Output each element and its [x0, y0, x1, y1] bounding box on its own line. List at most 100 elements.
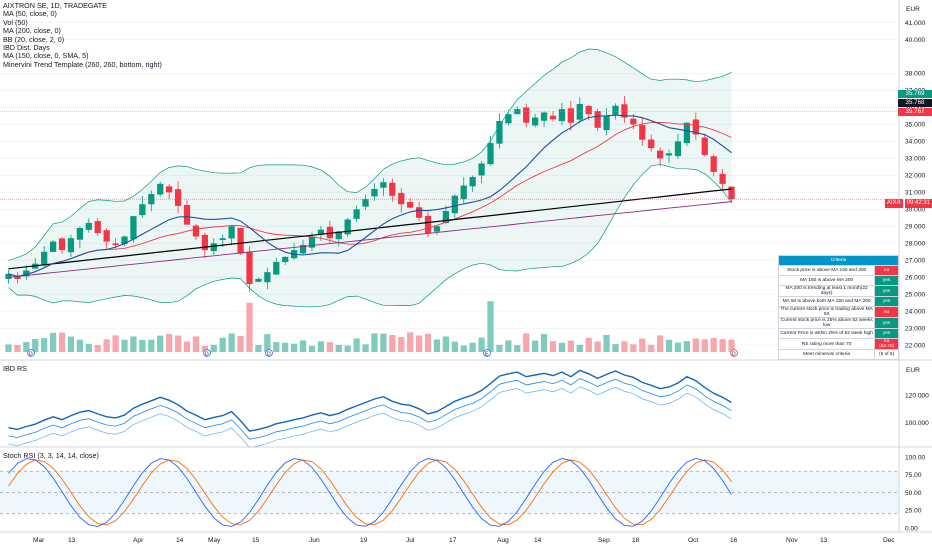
- volume-bar: [41, 338, 48, 352]
- candle-body: [603, 115, 610, 131]
- stoch-rsi-pane: [0, 458, 899, 527]
- candle-body: [308, 236, 316, 248]
- volume-bar: [130, 336, 137, 352]
- criteria-row: Current stock price is 25% above 52 week…: [777, 317, 899, 329]
- volume-bar: [433, 339, 441, 352]
- criteria-status: (5 of 8): [874, 349, 899, 360]
- volume-bar: [317, 341, 325, 352]
- grid: [0, 21, 899, 346]
- candle-body: [549, 115, 557, 120]
- volume-bar: [121, 339, 128, 352]
- volume-bar: [246, 302, 253, 352]
- volume-bar: [407, 332, 414, 352]
- currency-label: EUR: [906, 6, 920, 13]
- legend-line[interactable]: Minervini Trend Template (260, 260, bott…: [3, 59, 162, 69]
- legend-line[interactable]: MA (150, close, 0, SMA, 5): [3, 51, 89, 61]
- criteria-row: The current stock price is trading above…: [777, 306, 899, 318]
- event-marker-label: D: [267, 351, 271, 357]
- legend-line[interactable]: MA (50, close, 0): [3, 9, 57, 19]
- bollinger-lower-line: [8, 163, 732, 308]
- volume-bar: [58, 332, 66, 352]
- candle-body: [621, 104, 628, 118]
- time-axis[interactable]: Mar 13 Apr 14 May 15 Jun 19 Jul 17 Aug 14 Sep 18 Oct 16…: [33, 537, 895, 544]
- candle-body: [415, 207, 423, 218]
- volume-bar: [442, 336, 450, 352]
- volume-bar: [460, 345, 467, 352]
- time-tick-label: Dec: [883, 537, 895, 544]
- event-marker: [730, 349, 738, 357]
- candle-body: [299, 244, 307, 254]
- candle-body: [433, 226, 441, 232]
- time-tick-label: Sep: [598, 537, 610, 544]
- legend-line[interactable]: Vol (50): [3, 17, 28, 27]
- criteria-status: no: [874, 265, 899, 276]
- candle-body: [85, 222, 92, 230]
- candle-body: [112, 243, 119, 245]
- event-marker: [27, 349, 35, 357]
- volume-bar: [308, 345, 316, 352]
- legend-line[interactable]: IBD Dist. Days: [3, 43, 50, 53]
- candle-body: [487, 143, 494, 165]
- volume-bar: [49, 332, 57, 352]
- rs-tick-label: 100.000: [905, 420, 929, 427]
- stoch-tick-label: 50.00: [905, 490, 922, 497]
- last-price-badge: AIXA 09:42:31: [884, 199, 932, 208]
- candle-body: [496, 121, 503, 144]
- volume-bar: [398, 337, 405, 352]
- volume-bar: [621, 341, 628, 352]
- volume-bar: [201, 345, 208, 352]
- candle-body: [540, 112, 548, 121]
- criteria-row: Meet minervini criteria (5 of 8): [777, 349, 899, 360]
- volume-bar: [183, 341, 191, 352]
- price-axis[interactable]: 41.00040.00038.00037.00036.00035.00034.0…: [905, 20, 926, 350]
- volume-bar: [14, 344, 21, 352]
- volume-bar: [585, 337, 592, 352]
- volume-bar: [701, 339, 708, 352]
- volume-bar: [228, 333, 235, 352]
- time-tick-label: Aug: [497, 537, 509, 544]
- volume-bar: [380, 333, 387, 352]
- volume-bar: [719, 339, 726, 352]
- candle-body: [264, 272, 271, 283]
- candle-body: [710, 156, 717, 172]
- volume-bar: [451, 341, 458, 352]
- event-marker-label: D: [29, 351, 33, 357]
- candle-body: [505, 114, 512, 124]
- stoch-rsi-axis[interactable]: 100.00 75.00 50.00 25.00 0.00: [905, 454, 926, 532]
- volume-bar: [576, 344, 583, 352]
- event-marker-label: D: [205, 351, 209, 357]
- candle-body: [148, 194, 155, 205]
- stoch-rsi-title[interactable]: Stoch RSI (3, 3, 14, 14, close): [3, 451, 99, 460]
- price-tick-label: 41.000: [905, 20, 926, 27]
- candle-body: [58, 238, 66, 251]
- candle-body: [407, 201, 414, 208]
- candle-body: [630, 118, 637, 125]
- candle-body: [576, 104, 583, 120]
- symbol-title[interactable]: AIXTRON SE, 1D, TRADEGATE: [3, 1, 107, 10]
- price-tick-label: 40.000: [905, 37, 926, 44]
- volume-bar: [630, 344, 637, 352]
- time-tick-label: 17: [449, 537, 457, 544]
- volume-bar: [648, 344, 655, 352]
- volume-bar: [166, 333, 173, 352]
- volume-bar: [371, 333, 378, 352]
- volume-bar: [174, 335, 182, 352]
- volume-bar: [710, 338, 717, 352]
- candle-body: [656, 150, 664, 159]
- volume-bar: [85, 343, 92, 352]
- volume-bar: [255, 344, 262, 352]
- candle-body: [594, 111, 601, 128]
- legend-line[interactable]: MA (200, close, 0): [3, 26, 61, 36]
- volume-bar: [728, 339, 735, 352]
- ibd-rs-axis[interactable]: 120.000 100.000: [905, 393, 929, 427]
- price-tick-label: 24.000: [905, 309, 926, 316]
- volume-bar: [665, 339, 673, 352]
- candle-body: [648, 139, 655, 149]
- rs-line-mid: [8, 378, 732, 440]
- ibd-rs-title[interactable]: IBD RS: [3, 364, 27, 373]
- time-tick-label: 13: [68, 537, 76, 544]
- legend-line[interactable]: BB (20, close, 2, 0): [3, 34, 65, 44]
- event-marker-label: E: [485, 351, 489, 357]
